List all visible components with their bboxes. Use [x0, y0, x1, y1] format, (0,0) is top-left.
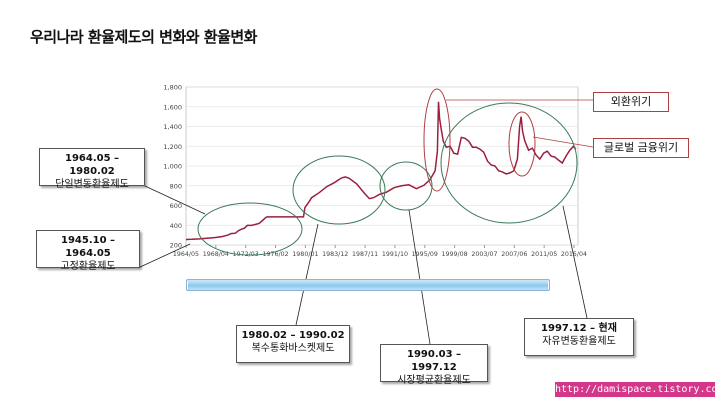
y-tick-label: 1,200: [163, 143, 182, 151]
leader-1990: [408, 209, 431, 345]
y-tick-label: 1,800: [163, 84, 182, 92]
source-url: http://damispace.tistory.com: [555, 382, 720, 397]
scrollbar-left-handle[interactable]: [187, 281, 192, 289]
x-tick-label: 1991/10: [382, 251, 408, 258]
period-name-1997: 자유변동환율제도: [542, 336, 616, 347]
x-tick-label: 1995/09: [412, 251, 438, 258]
x-axis: 1964/05 1968/04 1972/03 1976/02 1980/01 1983/…: [173, 245, 587, 258]
crisis-ellipse-2008: [508, 111, 536, 177]
x-tick-label: 1964/05: [173, 251, 199, 258]
y-axis: 200 400 600 800 1,000 1,200 1,400 1,600 1,800: [163, 84, 182, 250]
x-tick-label: 1999/08: [442, 251, 468, 258]
period-box-1997: 1997.12 – 현재 자유변동환율제도: [524, 318, 634, 356]
period-name-1980: 복수통화바스켓제도: [251, 343, 335, 354]
crisis-label-2008: 글로벌 금융위기: [593, 138, 689, 158]
x-tick-label: 2011/05: [531, 251, 557, 258]
y-tick-label: 1,600: [163, 103, 182, 111]
period-ellipse-1964: [197, 202, 303, 256]
period-ellipse-1997: [440, 102, 578, 224]
y-tick-label: 1,400: [163, 123, 182, 131]
period-dates-1990: 1990.03 – 1997.12: [406, 349, 462, 373]
period-box-1980: 1980.02 – 1990.02 복수통화바스켓제도: [236, 325, 350, 363]
page-title: 우리나라 환율제도의 변화와 환율변화: [30, 28, 257, 46]
period-name-1990: 시장평균환율제도: [397, 375, 471, 386]
callout-lines: [137, 99, 594, 345]
x-tick-label: 2007/06: [501, 251, 527, 258]
x-tick-label: 1983/12: [322, 251, 348, 258]
y-tick-label: 600: [170, 202, 182, 210]
leader-1964: [144, 185, 206, 215]
y-tick-label: 800: [170, 182, 182, 190]
period-box-1945: 1945.10 – 1964.05 고정환율제도: [36, 230, 140, 272]
period-dates-1997: 1997.12 – 현재: [541, 323, 617, 334]
x-tick-label: 1976/02: [262, 251, 288, 258]
period-name-1945: 고정환율제도: [60, 261, 116, 272]
period-ellipse-1980: [292, 155, 386, 225]
period-ellipses: [197, 88, 578, 256]
x-tick-label: 1968/04: [203, 251, 229, 258]
scrollbar-right-handle[interactable]: [544, 281, 549, 289]
period-ellipse-1990: [379, 161, 433, 211]
period-name-1964: 단일변동환율제도: [55, 179, 129, 190]
period-dates-1964: 1964.05 – 1980.02: [64, 153, 120, 177]
x-tick-label: 2015/04: [561, 251, 587, 258]
y-tick-label: 400: [170, 222, 182, 230]
exchange-rate-line: [185, 101, 577, 241]
period-dates-1980: 1980.02 – 1990.02: [241, 330, 345, 341]
x-tick-label: 1987/11: [352, 251, 378, 258]
period-box-1990: 1990.03 – 1997.12 시장평균환율제도: [380, 344, 488, 386]
period-box-1964: 1964.05 – 1980.02 단일변동환율제도: [39, 148, 145, 190]
crisis-ellipse-1997: [423, 88, 451, 192]
leader-crisis-2: [532, 136, 594, 148]
chart-range-scrollbar[interactable]: [186, 279, 550, 291]
chart-grid: [185, 86, 579, 246]
leader-1997: [562, 205, 588, 319]
crisis-label-1997: 외환위기: [593, 92, 669, 112]
leader-1980: [295, 223, 319, 326]
y-tick-label: 1,000: [163, 163, 182, 171]
leader-1945: [137, 243, 191, 269]
period-dates-1945: 1945.10 – 1964.05: [60, 235, 116, 259]
x-tick-label: 2003/07: [471, 251, 497, 258]
y-tick-label: 200: [170, 242, 182, 250]
x-tick-label: 1980/01: [292, 251, 318, 258]
